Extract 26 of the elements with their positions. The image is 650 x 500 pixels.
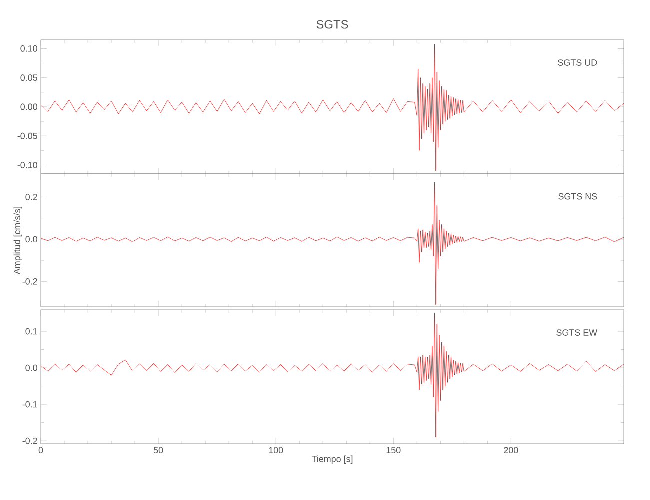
y-tick-label: 0.00 bbox=[20, 104, 38, 110]
y-tick-label: -0.1 bbox=[22, 401, 38, 408]
x-tick-label: 150 bbox=[386, 447, 401, 454]
y-tick-label: 0.1 bbox=[26, 328, 38, 335]
y-axis-title: Amplitud [cm/s/s] bbox=[14, 206, 22, 275]
y-tick-label: -0.2 bbox=[22, 438, 38, 444]
x-tick-label: 0 bbox=[38, 447, 44, 454]
line-series bbox=[41, 313, 624, 438]
annotation: SGTS NS bbox=[558, 193, 598, 200]
x-tick-label: 100 bbox=[269, 447, 284, 454]
y-tick-label: 0.0 bbox=[26, 364, 38, 372]
x-tick-label: 200 bbox=[504, 447, 518, 454]
line-series bbox=[41, 182, 624, 306]
y-tick-label: 0.05 bbox=[20, 74, 38, 82]
x-tick-label: 50 bbox=[154, 447, 164, 454]
y-tick-label: -0.05 bbox=[18, 132, 38, 140]
y-tick-label: -0.2 bbox=[22, 278, 38, 285]
chart-title: SGTS bbox=[316, 20, 348, 29]
x-axis-title: Tiempo [s] bbox=[312, 456, 353, 464]
y-tick-label: 0.0 bbox=[26, 236, 38, 243]
y-tick-label: 0.2 bbox=[26, 194, 38, 200]
y-tick-label: -0.10 bbox=[18, 162, 38, 168]
line-series bbox=[41, 44, 624, 172]
y-tick-label: 0.10 bbox=[20, 46, 38, 52]
annotation: SGTS EW bbox=[556, 330, 598, 336]
annotation: SGTS UD bbox=[558, 60, 598, 66]
